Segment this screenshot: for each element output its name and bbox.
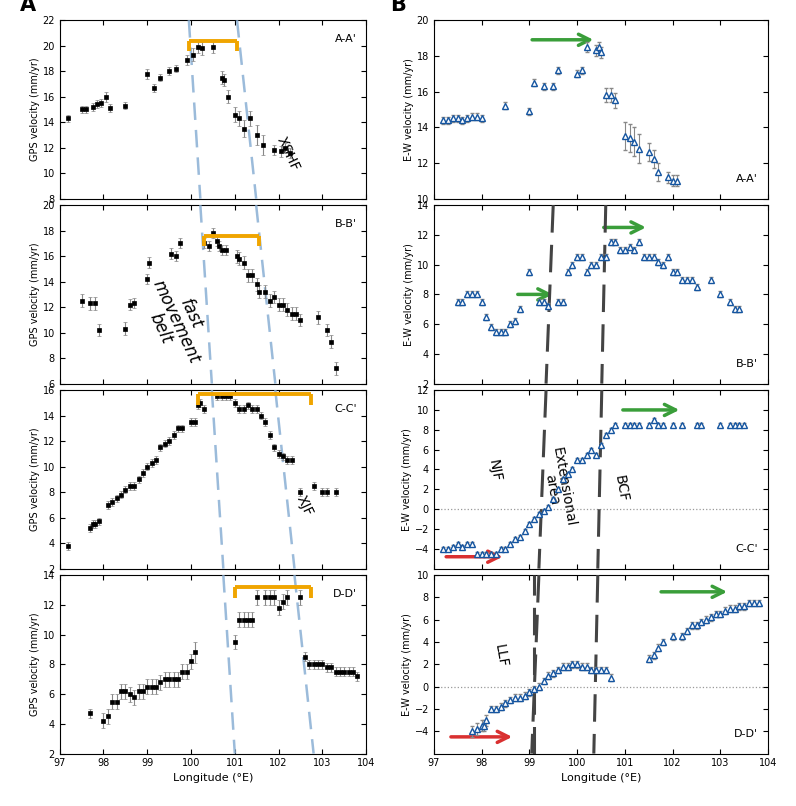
Y-axis label: GPS velocity (mm/yr): GPS velocity (mm/yr): [29, 613, 40, 717]
Text: BCF: BCF: [612, 474, 630, 503]
Y-axis label: E-W velocity (mm/yr): E-W velocity (mm/yr): [402, 613, 412, 716]
Text: C-C': C-C': [736, 544, 758, 555]
Text: B-B': B-B': [736, 359, 758, 369]
X-axis label: Longitude (°E): Longitude (°E): [173, 773, 253, 783]
Text: A-A': A-A': [335, 35, 357, 44]
Text: fast
movement
belt: fast movement belt: [134, 269, 218, 372]
Text: D-D': D-D': [734, 729, 758, 739]
Text: B: B: [390, 0, 406, 15]
Y-axis label: E-W velocity (mm/yr): E-W velocity (mm/yr): [404, 58, 414, 161]
Text: XJF: XJF: [294, 493, 316, 519]
Text: NJF: NJF: [485, 458, 503, 483]
Text: XSHF: XSHF: [274, 135, 302, 173]
Y-axis label: E-W velocity (mm/yr): E-W velocity (mm/yr): [402, 428, 412, 531]
Text: A-A': A-A': [736, 174, 758, 185]
Text: B-B': B-B': [335, 219, 357, 230]
X-axis label: Longitude (°E): Longitude (°E): [561, 773, 641, 783]
Text: C-C': C-C': [334, 405, 357, 414]
Y-axis label: E-W velocity (mm/yr): E-W velocity (mm/yr): [404, 243, 414, 346]
Y-axis label: GPS velocity (mm/yr): GPS velocity (mm/yr): [29, 57, 40, 161]
Text: Extensional
area: Extensional area: [537, 447, 577, 530]
Text: LLF: LLF: [492, 642, 509, 668]
Text: D-D': D-D': [333, 589, 357, 600]
Y-axis label: GPS velocity (mm/yr): GPS velocity (mm/yr): [29, 427, 40, 531]
Text: A: A: [20, 0, 36, 15]
Y-axis label: GPS velocity (mm/yr): GPS velocity (mm/yr): [29, 243, 40, 347]
